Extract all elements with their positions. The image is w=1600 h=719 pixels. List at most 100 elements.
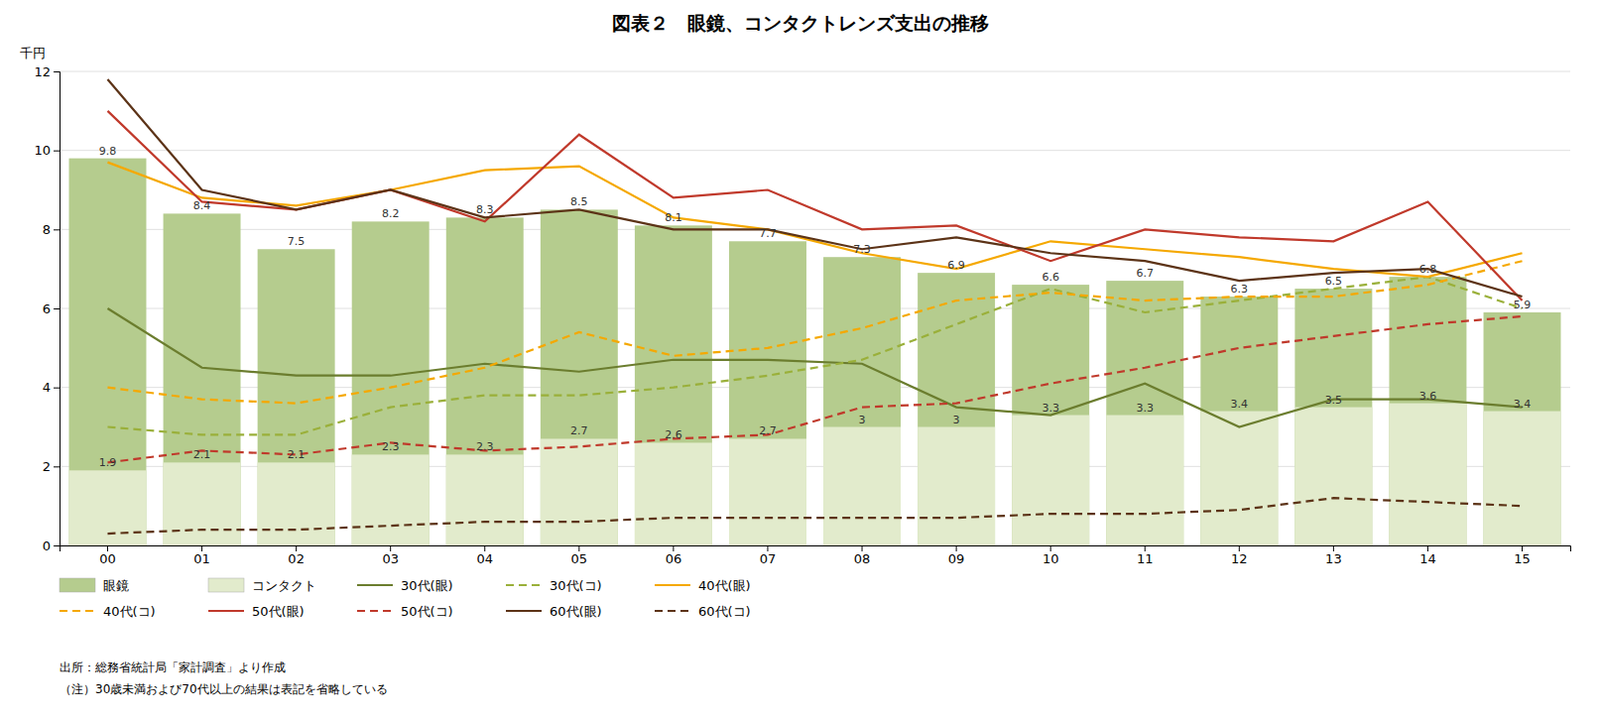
y-tick: 10 bbox=[33, 142, 60, 158]
y-tick-mark bbox=[53, 229, 60, 231]
data-labels: 9.88.47.58.28.38.58.17.77.36.96.66.76.36… bbox=[99, 144, 1532, 471]
data-label: 3 bbox=[859, 413, 866, 427]
legend-label: 40代(眼) bbox=[698, 578, 751, 594]
x-tick-mark bbox=[578, 545, 580, 552]
x-tick-label: 07 bbox=[759, 551, 777, 567]
bar bbox=[446, 454, 524, 546]
grid bbox=[59, 71, 1571, 546]
line bbox=[107, 316, 1522, 463]
bar bbox=[917, 427, 995, 547]
x-tick-mark bbox=[1333, 545, 1335, 552]
x-tick-mark bbox=[201, 545, 203, 552]
y-tick: 12 bbox=[33, 64, 60, 80]
bar bbox=[1200, 296, 1278, 546]
bar bbox=[446, 217, 524, 546]
x-tick-label: 15 bbox=[1513, 551, 1531, 567]
data-label: 3.6 bbox=[1419, 389, 1438, 403]
data-label: 2.3 bbox=[476, 440, 494, 454]
y-tick: 6 bbox=[42, 301, 60, 317]
grid-line bbox=[59, 229, 1571, 231]
data-label: 2.1 bbox=[287, 448, 306, 462]
legend-swatch bbox=[654, 584, 691, 587]
data-label: 5.9 bbox=[1513, 298, 1532, 312]
bar bbox=[823, 256, 901, 546]
bar bbox=[823, 427, 901, 547]
data-label: 7.7 bbox=[758, 227, 777, 241]
bar bbox=[1388, 276, 1467, 546]
legend-item: 40代(眼) bbox=[654, 578, 751, 594]
data-label: 6.9 bbox=[947, 258, 966, 272]
data-label: 2.3 bbox=[381, 440, 400, 454]
x-tick-mark bbox=[672, 545, 674, 552]
marks bbox=[69, 79, 1562, 546]
data-label: 8.1 bbox=[664, 211, 683, 225]
data-label: 6.8 bbox=[1419, 262, 1438, 276]
data-label: 2.1 bbox=[193, 448, 212, 462]
y-tick-label: 8 bbox=[42, 222, 51, 238]
data-label: 3.4 bbox=[1230, 397, 1249, 411]
x-tick: 06 bbox=[665, 545, 683, 567]
bar bbox=[1106, 415, 1184, 546]
bar bbox=[163, 213, 242, 546]
y-tick-label: 10 bbox=[33, 142, 51, 158]
bar bbox=[729, 241, 807, 546]
x-tick-mark bbox=[766, 545, 768, 552]
y-tick-mark bbox=[53, 545, 60, 547]
legend-label: 30代(眼) bbox=[400, 578, 454, 594]
y-tick: 2 bbox=[42, 459, 60, 475]
y-tick-mark bbox=[53, 71, 60, 73]
legend-swatch bbox=[208, 610, 245, 613]
bar bbox=[1483, 312, 1562, 546]
grid-line bbox=[59, 71, 1571, 73]
bar bbox=[257, 248, 336, 546]
x-tick: 01 bbox=[193, 545, 211, 567]
bar bbox=[1483, 411, 1562, 546]
data-label: 2.7 bbox=[570, 424, 589, 438]
x-tick: 02 bbox=[287, 545, 305, 567]
y-tick-label: 6 bbox=[42, 301, 51, 317]
data-label: 9.8 bbox=[99, 144, 118, 158]
legend-item: 60代(コ) bbox=[654, 604, 751, 619]
data-label: 3.4 bbox=[1513, 397, 1532, 411]
y-axis-label: 千円 bbox=[19, 45, 46, 61]
x-tick-label: 12 bbox=[1230, 551, 1248, 567]
x-tick: 05 bbox=[571, 545, 589, 567]
title: 図表２ 眼鏡、コンタクトレンズ支出の推移 bbox=[612, 11, 989, 34]
bar bbox=[352, 221, 430, 546]
bar bbox=[1294, 288, 1372, 546]
x-axis: 00010203040506070809101112131415 bbox=[60, 545, 1572, 567]
x-tick-label: 05 bbox=[571, 551, 589, 567]
x-tick: 09 bbox=[948, 545, 966, 567]
legend-label: 30代(コ) bbox=[549, 578, 603, 594]
legend-label: コンタクト bbox=[251, 578, 317, 594]
x-tick: 11 bbox=[1136, 545, 1154, 567]
x-tick: 10 bbox=[1042, 545, 1060, 567]
legend-swatch bbox=[654, 610, 691, 613]
data-label: 6.7 bbox=[1135, 266, 1154, 280]
axis-domain bbox=[60, 546, 1572, 553]
x-tick-label: 00 bbox=[99, 551, 117, 567]
bar bbox=[352, 454, 430, 546]
bar bbox=[1011, 415, 1090, 546]
x-tick-mark bbox=[1238, 545, 1240, 552]
chart-container: 9.88.47.58.28.38.58.17.77.36.96.66.76.36… bbox=[0, 0, 1600, 719]
x-tick: 14 bbox=[1419, 545, 1437, 567]
legend-item: 眼鏡 bbox=[59, 578, 129, 594]
data-label: 3.5 bbox=[1325, 393, 1344, 407]
y-tick-mark bbox=[53, 308, 60, 310]
legend-item: 40代(コ) bbox=[59, 604, 156, 619]
data-label: 8.2 bbox=[381, 207, 400, 221]
legend-swatch bbox=[505, 584, 542, 587]
y-tick-label: 0 bbox=[42, 538, 51, 554]
line bbox=[107, 276, 1522, 435]
bar bbox=[69, 470, 147, 546]
x-tick-label: 08 bbox=[854, 551, 871, 567]
bar-series bbox=[69, 158, 1562, 546]
x-tick-mark bbox=[956, 545, 958, 552]
chart-svg: 9.88.47.58.28.38.58.17.77.36.96.66.76.36… bbox=[0, 0, 1600, 719]
bar bbox=[257, 462, 336, 546]
data-label: 7.5 bbox=[287, 235, 306, 248]
legend-item: コンタクト bbox=[208, 578, 317, 594]
data-label: 8.4 bbox=[193, 199, 212, 213]
x-tick-label: 09 bbox=[948, 551, 966, 567]
